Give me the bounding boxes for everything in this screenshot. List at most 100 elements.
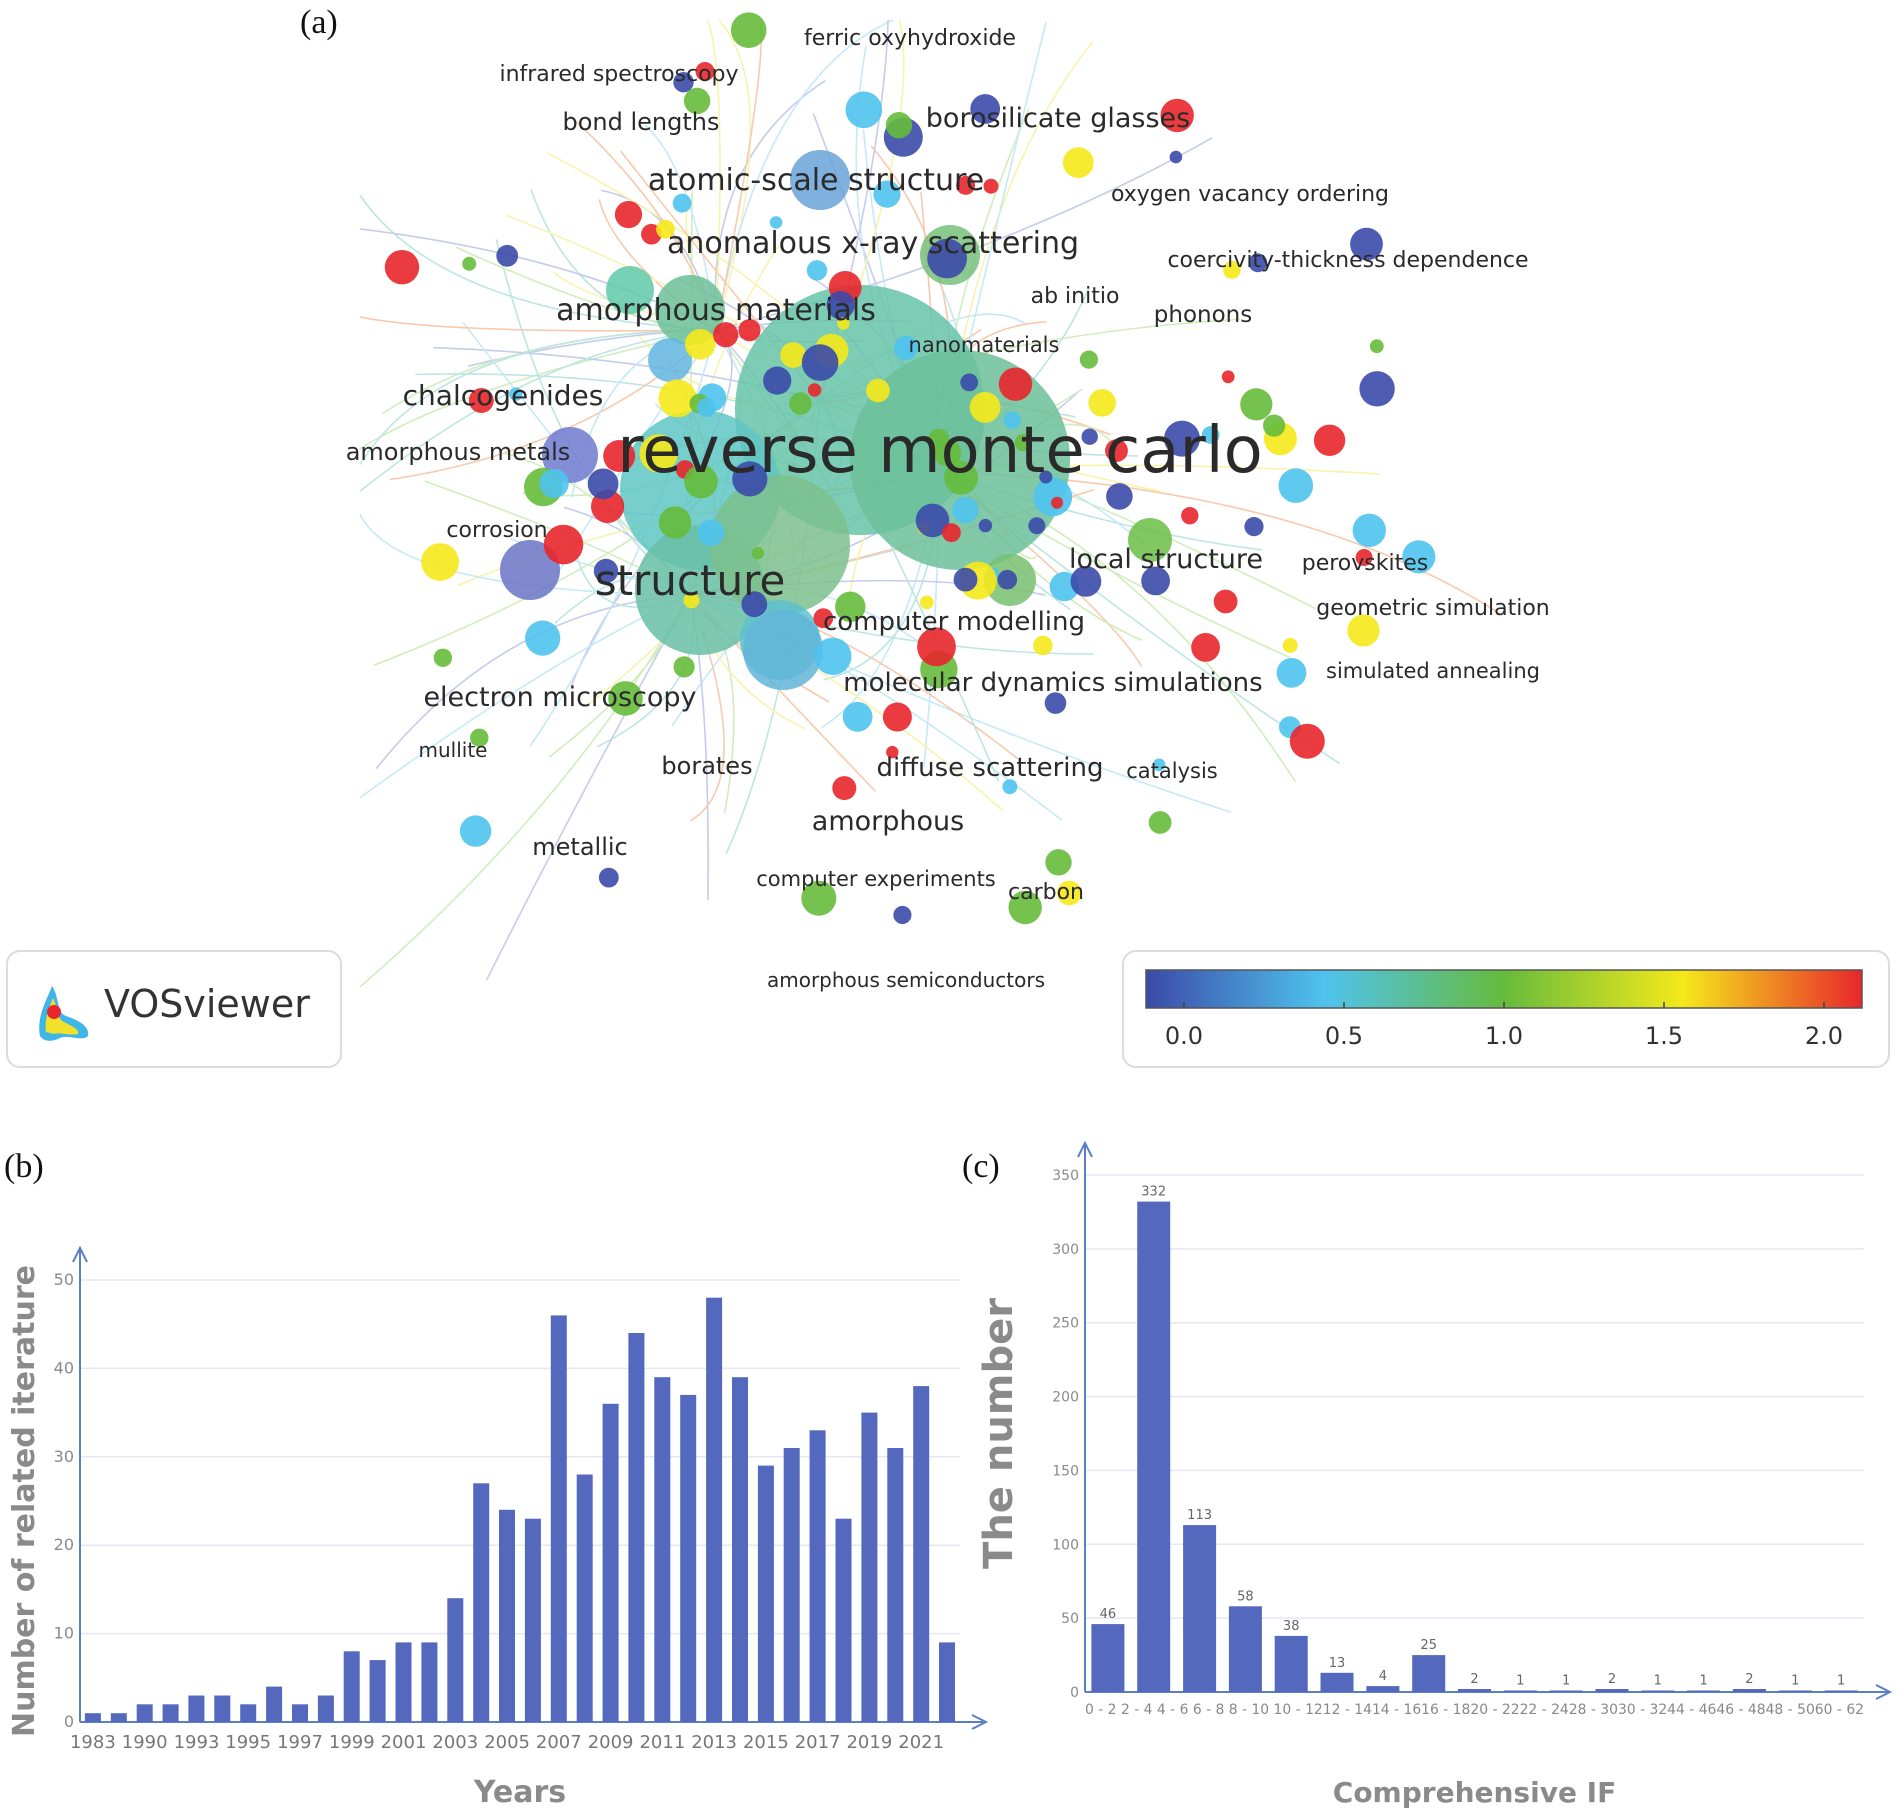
network-node [1201, 426, 1220, 444]
network-node [893, 905, 912, 925]
bar [110, 1713, 127, 1722]
vosviewer-brand: VOSviewer [104, 982, 310, 1026]
bar [680, 1394, 697, 1722]
y-tick-label: 150 [1052, 1463, 1079, 1479]
x-tick-label: 1990 [122, 1732, 168, 1753]
network-node [462, 256, 477, 271]
network-svg: reverse monte carlo structure amorphous ma… [346, 12, 1550, 992]
network-node [1148, 811, 1172, 834]
network-label: molecular dynamics simulations [843, 668, 1262, 698]
network-node [997, 569, 1018, 590]
bar-value-label: 1 [1699, 1674, 1707, 1689]
x-tick-label: 2005 [484, 1732, 530, 1753]
x-axis-arrow [971, 1714, 989, 1730]
y-tick-label: 300 [1052, 1242, 1079, 1258]
vosviewer-logo-icon [39, 986, 89, 1041]
bar-value-label: 2 [1745, 1672, 1753, 1687]
network-node [978, 518, 993, 533]
y-tick-label: 50 [1061, 1611, 1079, 1627]
network-node [730, 12, 767, 48]
bar-value-label: 58 [1237, 1589, 1254, 1604]
network-link [485, 594, 691, 981]
network-node [886, 745, 899, 759]
network-label: oxygen vacancy ordering [1111, 182, 1389, 207]
bar [1366, 1686, 1400, 1692]
network-node [814, 637, 852, 675]
scale-tick-label: 1.0 [1485, 1022, 1523, 1050]
network-node [1181, 507, 1199, 525]
network-node [1289, 723, 1325, 759]
network-label: bond lengths [563, 108, 720, 136]
bar [292, 1704, 308, 1722]
network-label: perovskites [1302, 551, 1428, 576]
network-node [956, 175, 976, 195]
y-tick-label: 250 [1052, 1316, 1079, 1332]
network-node [743, 610, 823, 690]
scale-tick-label: 1.5 [1645, 1022, 1683, 1050]
bar [576, 1474, 593, 1722]
bar [214, 1695, 231, 1722]
x-tick-label: 1983 [70, 1732, 116, 1753]
network-link [715, 19, 894, 331]
bar-value-label: 2 [1608, 1672, 1616, 1687]
network-link [359, 329, 717, 465]
network-node [1352, 513, 1387, 547]
network-node [1070, 566, 1102, 597]
network-node [813, 608, 834, 629]
network-node [1106, 483, 1133, 510]
bar [266, 1686, 283, 1722]
network-label: reverse monte carlo [617, 414, 1262, 488]
chart-b-years: 0 10 20 30 40 50 1983 1990 1993 1995 1997 1999 2001 2… [0, 1140, 1000, 1812]
network-node [459, 815, 492, 847]
y-tick-label: 350 [1052, 1168, 1079, 1184]
network-node [927, 238, 967, 279]
network-node [789, 392, 812, 415]
network-node [608, 681, 643, 716]
bar-value-label: 1 [1837, 1674, 1845, 1689]
network-label: chalcogenides [403, 379, 604, 412]
network-label: phonons [1154, 302, 1252, 328]
network-node [1062, 147, 1094, 179]
bar-value-label: 38 [1283, 1619, 1300, 1634]
network-map: reverse monte carlo structure amorphous ma… [6, 12, 1890, 1068]
y-tick-label: 0 [64, 1712, 74, 1731]
x-tick-label: 2019 [846, 1732, 892, 1753]
color-scale-box: 0.0 0.5 1.0 1.5 2.0 [1122, 950, 1890, 1068]
bar [136, 1704, 153, 1722]
network-node [928, 428, 950, 450]
bar [499, 1509, 515, 1722]
bar-value-label: 1 [1791, 1674, 1799, 1689]
network-node [1128, 518, 1172, 562]
network-node [952, 497, 979, 524]
x-tick-label: 2009 [588, 1732, 634, 1753]
bar-value-label: 13 [1329, 1656, 1346, 1671]
x-tick-label: 2021 [898, 1732, 944, 1753]
network-node [1164, 420, 1200, 457]
bar [809, 1430, 826, 1722]
y-tick-label: 20 [54, 1535, 74, 1554]
vosviewer-logo-box: VOSviewer [6, 950, 342, 1068]
scale-tick-label: 0.0 [1165, 1022, 1203, 1050]
network-label: amorphous [812, 806, 964, 837]
network-node [713, 322, 739, 348]
network-label: computer experiments [756, 867, 996, 891]
bar [550, 1315, 567, 1722]
network-node [1003, 411, 1021, 430]
network-node [1088, 389, 1116, 417]
bar-value-label: 1 [1654, 1674, 1662, 1689]
bar [783, 1448, 800, 1722]
bar-value-label: 332 [1141, 1185, 1166, 1200]
bar [1412, 1655, 1446, 1692]
bar-value-label: 4 [1379, 1669, 1387, 1684]
network-node [1263, 414, 1286, 437]
x-tick-label: 2001 [381, 1732, 427, 1753]
network-node [684, 329, 716, 360]
network-link [706, 19, 721, 331]
network-label: coercivity-thickness dependence [1167, 248, 1528, 273]
network-node [1355, 549, 1373, 566]
network-label: computer modelling [823, 607, 1085, 637]
bar-value-label: 25 [1420, 1638, 1437, 1653]
network-label: carbon [1008, 880, 1084, 905]
network-node [873, 180, 901, 208]
bar [1687, 1690, 1721, 1692]
